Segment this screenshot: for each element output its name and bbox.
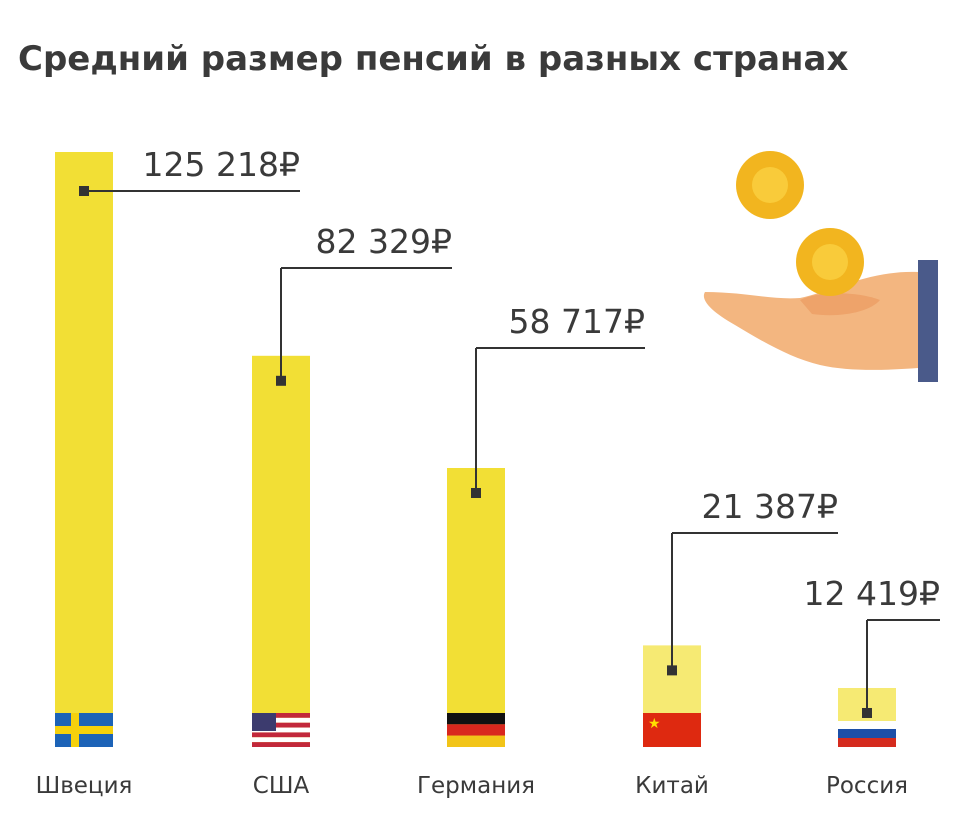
- flag-stripe: [252, 717, 310, 723]
- bar-3: [447, 467, 505, 747]
- flag-red: [447, 724, 505, 736]
- category-label: США: [253, 773, 310, 799]
- category-label: Россия: [826, 773, 908, 799]
- flag-white: [838, 721, 896, 730]
- coin-bottom-inner: [812, 244, 848, 280]
- sleeve-cuff-icon: [918, 260, 938, 382]
- bar-2: [252, 355, 310, 747]
- category-label: Швеция: [36, 773, 133, 799]
- flag-canton: [252, 713, 276, 731]
- flag-stripe: [252, 732, 310, 738]
- flag-red: [838, 738, 896, 747]
- flag-stripe: [252, 727, 310, 733]
- thumb-icon: [800, 293, 880, 316]
- usa-flag-icon: [252, 713, 310, 747]
- flag-star: ★: [648, 715, 661, 731]
- coin-top-inner: [752, 167, 788, 203]
- category-label: Германия: [417, 773, 535, 799]
- russia-flag-icon: [838, 721, 896, 747]
- value-label: 21 387₽: [702, 487, 838, 526]
- flag-black: [447, 713, 505, 725]
- bars: 125 218₽ Швеция 82 329₽ США 58 717₽ Германия ★…: [36, 145, 940, 799]
- flag-stripe: [252, 722, 310, 728]
- flag-gold: [447, 735, 505, 747]
- china-flag-icon: ★: [643, 713, 701, 747]
- value-label: 58 717₽: [509, 302, 645, 341]
- category-label: Китай: [635, 773, 709, 799]
- chart-title: Средний размер пенсий в разных странах: [18, 39, 848, 79]
- flag-cross-v: [71, 713, 79, 747]
- flag-stripe: [252, 737, 310, 743]
- flag-stripe: [252, 742, 310, 747]
- value-label: 12 419₽: [804, 574, 940, 613]
- flag-cross-h: [55, 726, 113, 734]
- germany-flag-icon: [447, 713, 505, 747]
- flag-field: [643, 713, 701, 747]
- flag-blue: [838, 729, 896, 738]
- bar-1: [55, 152, 113, 747]
- value-label: 125 218₽: [143, 145, 300, 184]
- flag-stripe: [252, 713, 310, 718]
- hand-with-coins-icon: [703, 151, 938, 382]
- value-label: 82 329₽: [316, 222, 452, 261]
- sweden-flag-icon: [55, 713, 113, 747]
